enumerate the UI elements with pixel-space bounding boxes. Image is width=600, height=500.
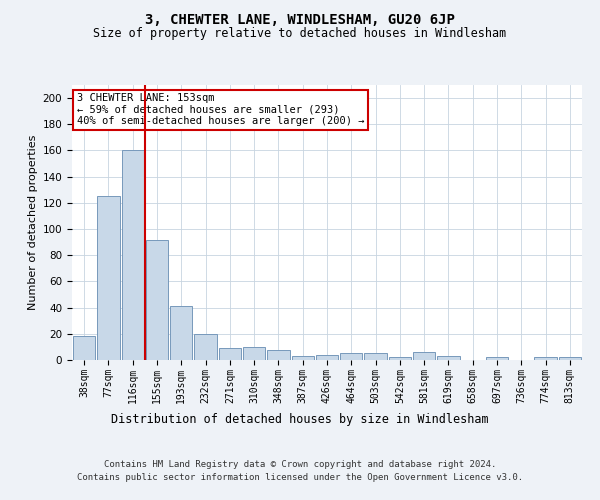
Bar [267,350,290,360]
Text: Size of property relative to detached houses in Windlesham: Size of property relative to detached ho… [94,28,506,40]
Bar [73,336,95,360]
Bar [364,354,387,360]
Text: 3, CHEWTER LANE, WINDLESHAM, GU20 6JP: 3, CHEWTER LANE, WINDLESHAM, GU20 6JP [145,12,455,26]
Bar [170,306,193,360]
Bar [316,355,338,360]
Text: Distribution of detached houses by size in Windlesham: Distribution of detached houses by size … [111,412,489,426]
Bar [218,348,241,360]
Bar [559,358,581,360]
Bar [194,334,217,360]
Bar [97,196,119,360]
Text: Contains public sector information licensed under the Open Government Licence v3: Contains public sector information licen… [77,472,523,482]
Bar [122,150,144,360]
Bar [486,358,508,360]
Bar [437,356,460,360]
Bar [340,354,362,360]
Bar [535,358,557,360]
Text: Contains HM Land Registry data © Crown copyright and database right 2024.: Contains HM Land Registry data © Crown c… [104,460,496,469]
Bar [413,352,436,360]
Bar [243,347,265,360]
Bar [389,358,411,360]
Text: 3 CHEWTER LANE: 153sqm
← 59% of detached houses are smaller (293)
40% of semi-de: 3 CHEWTER LANE: 153sqm ← 59% of detached… [77,93,365,126]
Bar [146,240,168,360]
Bar [292,356,314,360]
Y-axis label: Number of detached properties: Number of detached properties [28,135,38,310]
